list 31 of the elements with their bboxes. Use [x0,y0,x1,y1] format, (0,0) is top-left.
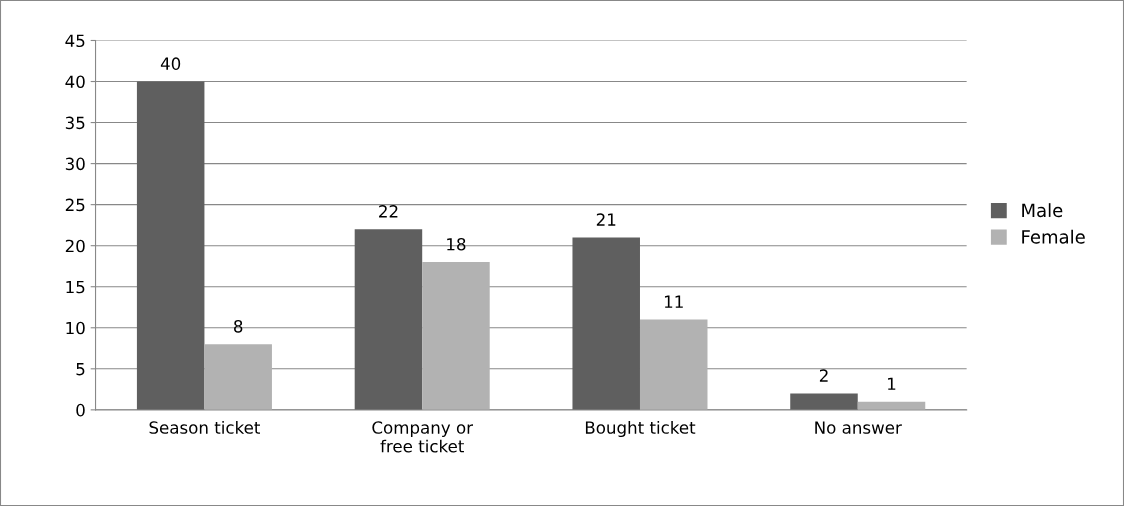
x-tick-label: Company or free ticket [372,421,474,453]
y-tick-label: 15 [66,280,85,294]
bar [136,81,205,410]
data-label: 1 [888,377,896,390]
data-label: 18 [447,237,466,251]
bar [572,237,640,410]
y-tick-label: 25 [65,198,85,212]
x-tick-label: Bought ticket [585,420,696,438]
bar [422,262,490,410]
y-tick-label: 0 [76,403,85,417]
data-label: 40 [160,57,181,70]
bar [204,344,272,410]
y-tick-label: 35 [65,116,85,130]
legend-label: Male [1022,203,1063,218]
bar [354,229,423,410]
y-tick-label: 20 [65,239,85,253]
x-tick-label: Season ticket [149,420,260,434]
y-tick-label: 30 [65,157,85,171]
bar [790,393,858,410]
y-tick-label: 5 [76,363,85,376]
data-label: 22 [379,205,398,218]
x-tick-label: No answer [815,421,902,434]
bar [639,319,708,410]
data-label: 11 [664,295,683,308]
y-tick-label: 10 [66,321,85,335]
legend-label: Female [1022,229,1085,244]
y-tick-label: 40 [65,75,85,89]
data-label: 21 [596,213,616,226]
y-tick-label: 45 [65,34,85,48]
data-label: 2 [819,369,828,382]
data-label: 8 [234,320,243,333]
